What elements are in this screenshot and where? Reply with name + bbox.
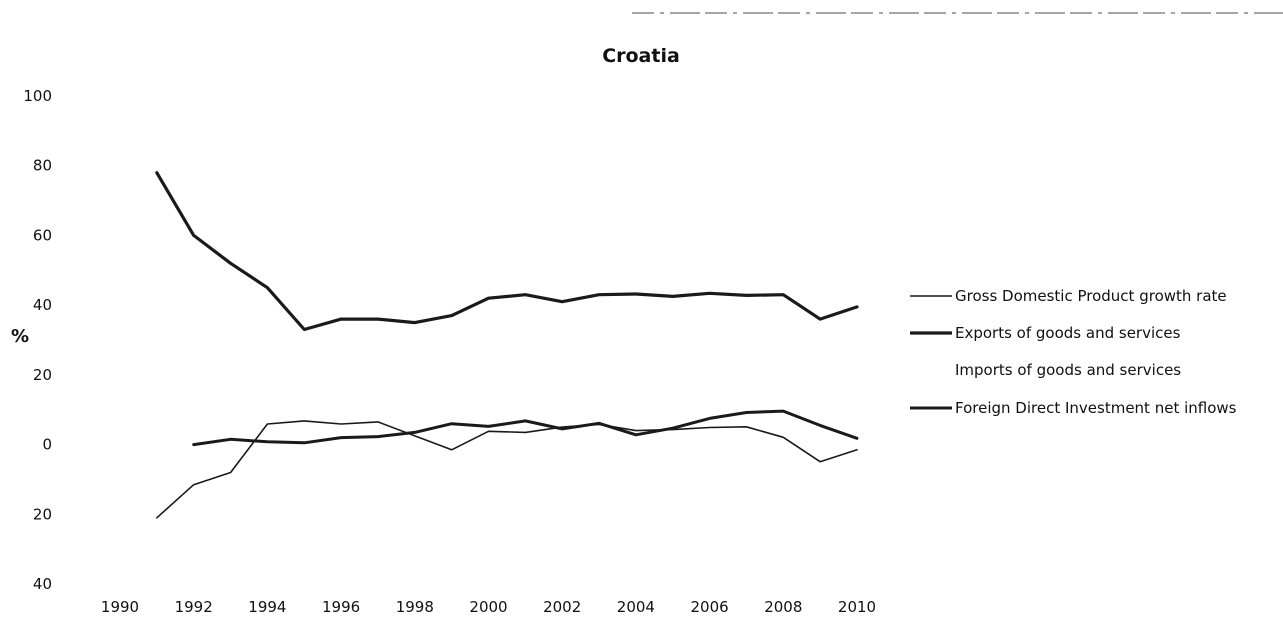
- series-layer: [157, 173, 857, 518]
- x-tick-label: 2000: [469, 598, 507, 616]
- x-tick-label: 2006: [691, 598, 729, 616]
- y-tick-label: 20: [33, 505, 52, 523]
- y-tick-label: 20: [33, 366, 52, 384]
- legend-label-1: Exports of goods and services: [955, 324, 1181, 342]
- legend-label-0: Gross Domestic Product growth rate: [955, 287, 1227, 305]
- y-tick-label: 80: [33, 157, 52, 175]
- x-tick-label: 2010: [838, 598, 876, 616]
- x-tick-label: 1992: [175, 598, 213, 616]
- y-tick-label: 60: [33, 226, 52, 244]
- y-tick-label: 40: [33, 296, 52, 314]
- y-tick-label: 0: [42, 436, 52, 454]
- y-axis-label: %: [11, 326, 29, 347]
- x-tick-label: 2002: [543, 598, 581, 616]
- x-tick-label: 2004: [617, 598, 655, 616]
- series-line-0: [157, 421, 857, 518]
- y-tick-label: 100: [23, 87, 52, 105]
- legend-label-2: Imports of goods and services: [955, 361, 1181, 379]
- y-tick-label: 40: [33, 575, 52, 593]
- x-tick-label: 1996: [322, 598, 360, 616]
- legend-label-3: Foreign Direct Investment net inflows: [955, 399, 1237, 417]
- chart-title: Croatia: [602, 45, 680, 67]
- x-tick-label: 1998: [396, 598, 434, 616]
- series-line-1: [157, 173, 857, 330]
- series-line-3: [194, 411, 857, 445]
- x-tick-label: 1990: [101, 598, 139, 616]
- x-tick-label: 1994: [248, 598, 286, 616]
- legend: Gross Domestic Product growth rate Export…: [910, 287, 1237, 417]
- x-axis-ticks: 1990 1992 1994 1996 1998 2000 2002 2004 2006 2008…: [101, 598, 876, 616]
- x-tick-label: 2008: [764, 598, 802, 616]
